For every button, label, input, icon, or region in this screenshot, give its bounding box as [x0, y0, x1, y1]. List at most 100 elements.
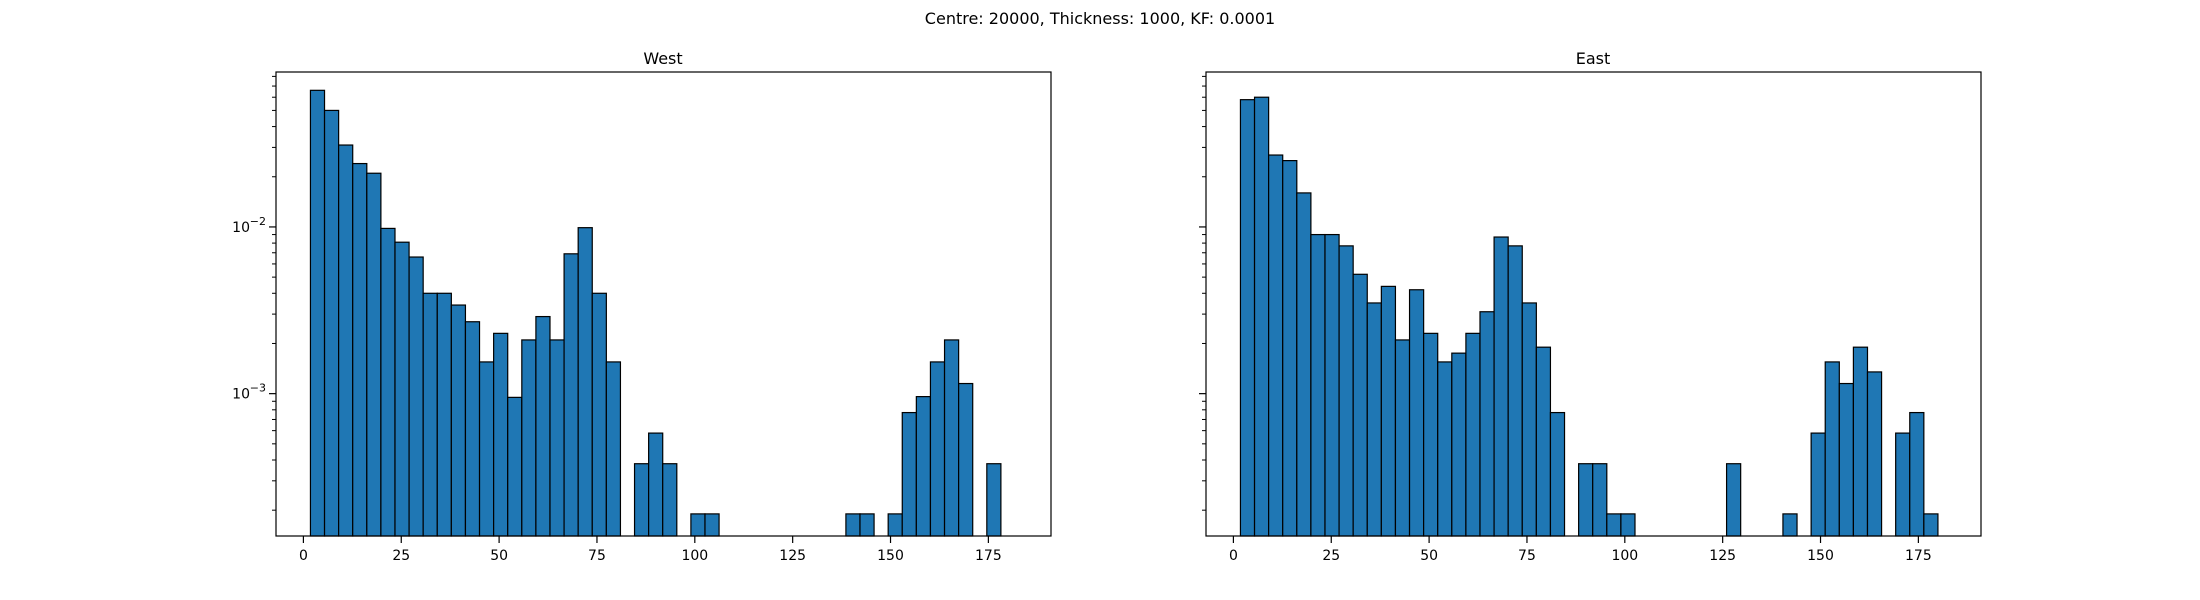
east-bar-25: [1606, 513, 1622, 537]
west-bar-12: [478, 361, 495, 537]
west-bar-21: [605, 361, 622, 537]
east-x-tick-label-7: 175: [1905, 548, 1932, 564]
east-bar-17: [1479, 311, 1495, 537]
west-bar-24: [662, 463, 678, 537]
east-histogram-title: East: [1576, 49, 1611, 68]
east-x-tick-label-1: 25: [1322, 548, 1340, 564]
west-bar-29: [887, 513, 903, 537]
west-bar-0: [309, 89, 326, 537]
west-bar-15: [521, 339, 537, 537]
west-axes-frame: [275, 71, 1052, 537]
figure-suptitle: Centre: 20000, Thickness: 1000, KF: 0.00…: [925, 9, 1275, 28]
east-bar-8: [1352, 273, 1368, 537]
east-bar-6: [1324, 233, 1340, 537]
east-bar-35: [1909, 411, 1925, 537]
east-bar-16: [1465, 332, 1481, 537]
west-bar-8: [422, 292, 438, 537]
west-bar-11: [464, 321, 481, 537]
west-bar-27: [845, 513, 861, 537]
east-x-tick-label-4: 100: [1611, 548, 1638, 564]
east-bar-10: [1380, 285, 1397, 537]
west-x-tick-label-6: 150: [877, 548, 904, 564]
west-bar-6: [394, 241, 410, 537]
east-bar-29: [1810, 432, 1826, 537]
east-x-tick-label-2: 50: [1420, 548, 1438, 564]
west-x-tick-label-7: 175: [975, 548, 1002, 564]
west-bar-32: [929, 361, 946, 537]
west-bar-23: [648, 432, 664, 537]
east-bar-20: [1521, 302, 1537, 537]
west-bar-1: [323, 109, 340, 537]
east-bar-34: [1895, 432, 1911, 537]
east-bar-4: [1296, 192, 1312, 537]
east-x-tick-label-0: 0: [1229, 548, 1238, 564]
east-bar-28: [1782, 513, 1798, 537]
west-bar-26: [704, 513, 720, 537]
east-bar-14: [1437, 361, 1453, 537]
west-histogram-panel: West 10 −210 −30 25 50 75 100 125 150 175: [232, 49, 1052, 564]
east-bar-0: [1239, 99, 1256, 537]
west-bar-20: [591, 292, 607, 537]
west-bar-31: [915, 396, 932, 537]
west-y-tick-exponent-1: −3: [250, 382, 266, 395]
east-bar-24: [1592, 463, 1608, 537]
west-bar-19: [577, 227, 593, 537]
west-bar-9: [436, 292, 452, 537]
west-bar-4: [366, 172, 382, 537]
east-bar-22: [1549, 411, 1566, 537]
east-bar-30: [1824, 361, 1840, 537]
east-axes-frame: [1205, 71, 1982, 537]
east-bar-18: [1493, 236, 1509, 537]
west-x-tick-label-1: 25: [392, 548, 410, 564]
west-bar-35: [986, 463, 1002, 537]
west-y-tick-label-0: 10: [232, 220, 250, 236]
west-bar-28: [859, 513, 875, 537]
west-x-tick-label-3: 75: [588, 548, 606, 564]
west-bar-7: [408, 256, 424, 537]
east-histogram-panel: East 0 25 50 75 100 125 150 175: [1199, 49, 1982, 564]
east-bar-26: [1620, 513, 1636, 537]
east-bar-7: [1338, 245, 1354, 537]
east-bar-27: [1725, 463, 1742, 537]
west-x-tick-label-4: 100: [681, 548, 708, 564]
west-histogram-title: West: [643, 49, 682, 68]
east-bar-2: [1268, 154, 1284, 537]
east-bar-5: [1310, 233, 1326, 537]
west-bar-30: [901, 411, 917, 537]
east-x-tick-label-6: 150: [1807, 548, 1834, 564]
west-y-tick-label-1: 10: [232, 387, 250, 403]
west-bar-18: [563, 253, 579, 537]
west-bar-16: [535, 315, 551, 537]
east-bar-21: [1535, 346, 1552, 537]
west-bar-25: [690, 513, 706, 537]
west-x-tick-label-5: 125: [779, 548, 806, 564]
west-bar-13: [493, 332, 509, 537]
west-bar-22: [633, 463, 650, 537]
west-bar-10: [450, 304, 467, 537]
east-bar-15: [1451, 352, 1467, 537]
east-bar-19: [1507, 245, 1523, 537]
west-y-tick-exponent-0: −2: [250, 215, 266, 228]
east-bar-13: [1423, 332, 1439, 537]
west-bar-17: [549, 339, 565, 537]
west-x-tick-label-0: 0: [299, 548, 308, 564]
east-bar-32: [1852, 346, 1869, 537]
east-x-tick-label-5: 125: [1709, 548, 1736, 564]
east-bar-23: [1578, 463, 1594, 537]
west-bar-2: [338, 144, 354, 537]
east-bar-33: [1866, 371, 1883, 537]
west-bar-33: [943, 339, 960, 537]
east-bar-31: [1838, 382, 1855, 537]
east-bar-9: [1366, 302, 1382, 537]
east-bar-3: [1282, 160, 1298, 537]
east-bar-36: [1923, 513, 1939, 537]
east-x-tick-label-3: 75: [1518, 548, 1536, 564]
east-bar-12: [1408, 289, 1425, 537]
west-bar-14: [507, 396, 523, 537]
west-x-tick-label-2: 50: [490, 548, 508, 564]
east-bar-1: [1253, 96, 1270, 537]
west-bar-3: [352, 162, 368, 537]
east-bar-11: [1394, 339, 1411, 537]
west-bar-34: [958, 382, 974, 537]
